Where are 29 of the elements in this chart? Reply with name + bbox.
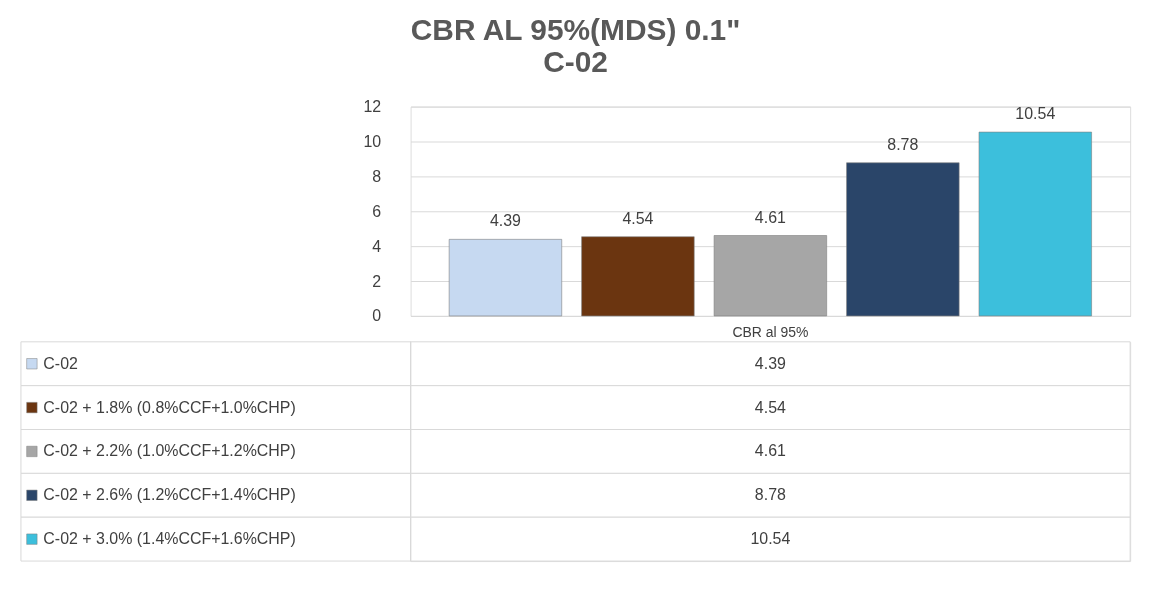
y-tick-label: 4 xyxy=(372,237,382,255)
bar xyxy=(448,239,563,317)
y-tick-label: 2 xyxy=(372,272,382,290)
data-label: 4.54 xyxy=(622,209,654,227)
legend-label: C-02 xyxy=(43,354,79,372)
text: 10.54 xyxy=(750,530,791,548)
bar xyxy=(581,236,695,317)
bar xyxy=(713,235,827,317)
y-tick-label: 8 xyxy=(372,167,382,185)
y-tick-label: 0 xyxy=(372,307,382,325)
y-tick-label: 10 xyxy=(363,132,382,150)
text: 4.54 xyxy=(754,398,787,416)
data-label: 4.39 xyxy=(489,212,522,230)
y-tick-label: 6 xyxy=(372,202,382,220)
legend-label: C-02 + 2.2% (1.0%CCF+1.2%CHP) xyxy=(43,442,296,460)
data-label: 8.78 xyxy=(887,135,919,153)
data-label: 10.54 xyxy=(1015,105,1056,123)
text: 8.78 xyxy=(754,486,787,504)
y-tick-label: 12 xyxy=(363,98,382,116)
chart-title: CBR AL 95%(MDS) 0.1" C-02 xyxy=(410,13,741,79)
legend-label: C-02 + 3.0% (1.4%CCF+1.6%CHP) xyxy=(43,530,296,548)
x-tick-label: CBR al 95% xyxy=(732,324,809,341)
legend-label: C-02 + 1.8% (0.8%CCF+1.0%CHP) xyxy=(43,398,296,416)
data-label: 4.61 xyxy=(754,208,787,226)
text: 4.61 xyxy=(754,442,787,460)
bar xyxy=(978,131,1092,317)
legend-label: C-02 + 2.6% (1.2%CCF+1.4%CHP) xyxy=(43,486,296,504)
bar xyxy=(846,162,960,317)
text: 4.39 xyxy=(754,354,787,372)
